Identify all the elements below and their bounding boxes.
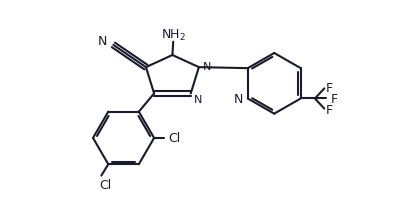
- Text: F: F: [325, 81, 332, 94]
- Text: N: N: [202, 62, 211, 72]
- Text: NH$_2$: NH$_2$: [160, 28, 185, 43]
- Text: F: F: [330, 93, 337, 105]
- Text: N: N: [233, 93, 242, 105]
- Text: N: N: [193, 95, 201, 105]
- Text: Cl: Cl: [168, 132, 180, 145]
- Text: Cl: Cl: [99, 178, 111, 191]
- Text: N: N: [97, 35, 107, 48]
- Text: F: F: [325, 104, 332, 117]
